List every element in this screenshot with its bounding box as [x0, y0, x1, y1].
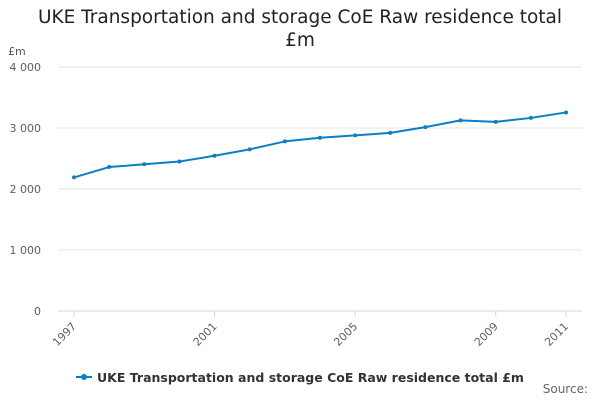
- x-tick-label: 2005: [331, 320, 360, 349]
- data-point-2004[interactable]: [318, 135, 322, 140]
- data-point-1998[interactable]: [107, 165, 112, 170]
- y-tick-label: 1 000: [10, 244, 42, 257]
- data-point-1997[interactable]: [72, 175, 76, 180]
- legend-series-label: UKE Transportation and storage CoE Raw r…: [97, 369, 524, 385]
- data-point-2005[interactable]: [353, 133, 358, 138]
- data-point-2000[interactable]: [177, 159, 182, 164]
- data-point-2009[interactable]: [493, 119, 498, 124]
- y-tick-label: 2 000: [10, 183, 42, 196]
- data-point-2008[interactable]: [458, 118, 463, 123]
- gridlines: [58, 66, 582, 251]
- y-axis-tick-labels: 0 1 000 2 000 3 000 4 000: [10, 61, 42, 318]
- data-point-2011[interactable]: [564, 110, 568, 115]
- legend-line-marker-icon: [76, 374, 93, 380]
- data-point-2003[interactable]: [282, 139, 287, 144]
- legend[interactable]: UKE Transportation and storage CoE Raw r…: [0, 366, 600, 385]
- y-axis-unit-label: £m: [8, 45, 26, 58]
- x-tick-label: 2001: [191, 320, 220, 349]
- data-point-2002[interactable]: [247, 147, 252, 152]
- data-point-1999[interactable]: [142, 162, 147, 167]
- y-tick-label: 3 000: [10, 122, 42, 135]
- data-point-2010[interactable]: [528, 115, 533, 120]
- x-tick-label: 2009: [472, 320, 501, 349]
- data-point-2007[interactable]: [423, 125, 428, 130]
- series-group: [72, 110, 568, 180]
- chart-title: UKE Transportation and storage CoE Raw r…: [37, 7, 563, 51]
- source-label: Source:: [542, 382, 588, 396]
- x-axis: [58, 310, 582, 317]
- data-point-2006[interactable]: [388, 130, 393, 135]
- y-tick-label: 4 000: [10, 61, 42, 74]
- x-axis-tick-labels: 1997 2001 2005 2009 2011: [50, 320, 571, 349]
- x-tick-label: 1997: [50, 320, 79, 349]
- y-tick-label: 0: [34, 305, 41, 318]
- series-line[interactable]: [73, 111, 567, 179]
- x-tick-label: 2011: [542, 320, 571, 349]
- data-point-2001[interactable]: [212, 153, 217, 158]
